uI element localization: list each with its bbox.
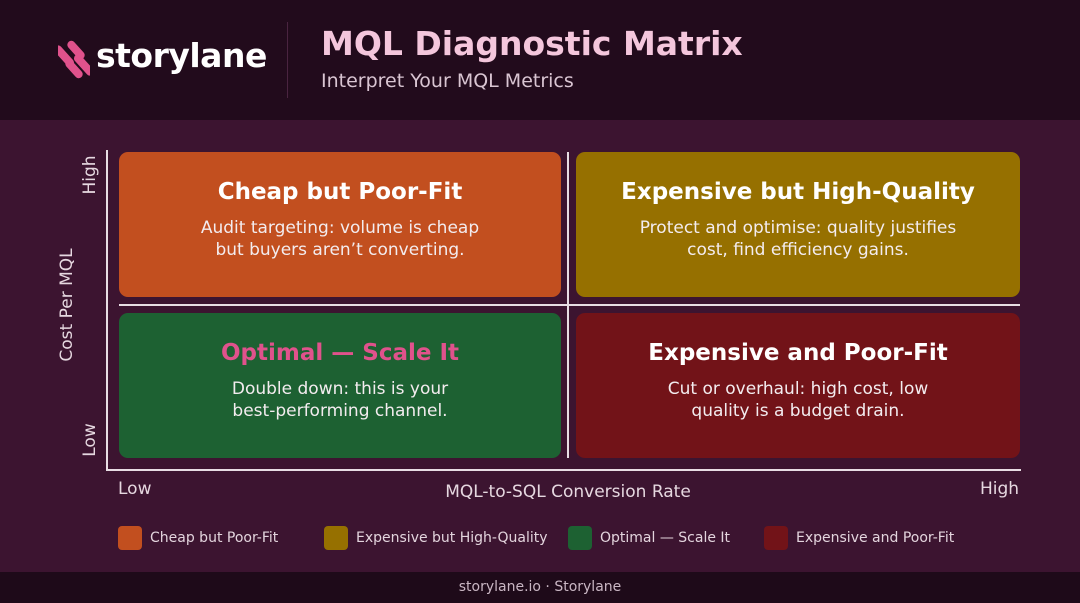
quadrant-expensive-high-quality: Expensive but High-Quality Protect and o…: [576, 152, 1020, 297]
quadrant-cheap-poor-fit: Cheap but Poor-Fit Audit targeting: volu…: [119, 152, 561, 297]
quadrant-title: Optimal — Scale It: [220, 340, 460, 366]
quadrant-title: Cheap but Poor-Fit: [217, 179, 463, 205]
quadrant-optimal-scale-it: Optimal — Scale It Double down: this is …: [119, 313, 561, 458]
page-subtitle: Interpret Your MQL Metrics: [321, 70, 574, 92]
y-axis-low-label: Low: [80, 423, 100, 457]
quadrant-description-line: best-performing channel.: [232, 401, 448, 421]
footer: storylane.io · Storylane: [0, 572, 1080, 603]
brand-name: storylane: [96, 36, 267, 75]
quadrant-description-line: Audit targeting: volume is cheap: [200, 218, 480, 238]
legend-swatch: [118, 526, 142, 550]
x-axis-low-label: Low: [118, 479, 152, 499]
legend-swatch: [764, 526, 788, 550]
page-title: MQL Diagnostic Matrix: [321, 24, 743, 63]
x-axis-high-label: High: [980, 479, 1020, 499]
header-divider: [287, 22, 288, 98]
legend-item: Optimal — Scale It: [568, 526, 730, 550]
legend-label: Expensive and Poor-Fit: [796, 530, 955, 546]
y-axis-line: [106, 150, 108, 470]
quadrant-description: Protect and optimise: quality justifies …: [640, 217, 957, 261]
legend-item: Expensive and Poor-Fit: [764, 526, 954, 550]
x-axis-line: [106, 469, 1021, 471]
legend-swatch: [568, 526, 592, 550]
quadrant-description: Audit targeting: volume is cheap but buy…: [201, 217, 479, 261]
x-axis-title: MQL-to-SQL Conversion Rate: [445, 482, 691, 502]
quadrant-expensive-poor-fit: Expensive and Poor-Fit Cut or overhaul: …: [576, 313, 1020, 458]
quadrant-description-line: quality is a budget drain.: [691, 401, 905, 421]
quadrant-title: Expensive but High-Quality: [621, 179, 975, 205]
legend-label: Optimal — Scale It: [600, 530, 731, 546]
quadrant-title: Expensive and Poor-Fit: [648, 340, 948, 366]
storylane-logo-icon: [58, 40, 90, 79]
header: storylane MQL Diagnostic Matrix Interpre…: [0, 0, 1080, 120]
quadrant-description-line: Protect and optimise: quality justifies: [639, 218, 957, 238]
y-axis-high-label: High: [80, 155, 100, 195]
legend-swatch: [324, 526, 348, 550]
quadrant-description-line: Cut or overhaul: high cost, low: [667, 379, 929, 399]
legend-item: Cheap but Poor-Fit: [118, 526, 278, 550]
y-axis-title: Cost Per MQL: [57, 248, 77, 362]
quadrant-description-line: cost, find efficiency gains.: [687, 240, 909, 260]
horizontal-divider: [119, 304, 1020, 306]
quadrant-description-line: but buyers aren’t converting.: [215, 240, 465, 260]
quadrant-description-line: Double down: this is your: [231, 379, 449, 399]
quadrant-description: Double down: this is your best-performin…: [232, 378, 448, 422]
legend-label: Expensive but High-Quality: [356, 530, 548, 546]
quadrant-description: Cut or overhaul: high cost, low quality …: [668, 378, 929, 422]
legend-item: Expensive but High-Quality: [324, 526, 548, 550]
legend-label: Cheap but Poor-Fit: [150, 530, 279, 546]
